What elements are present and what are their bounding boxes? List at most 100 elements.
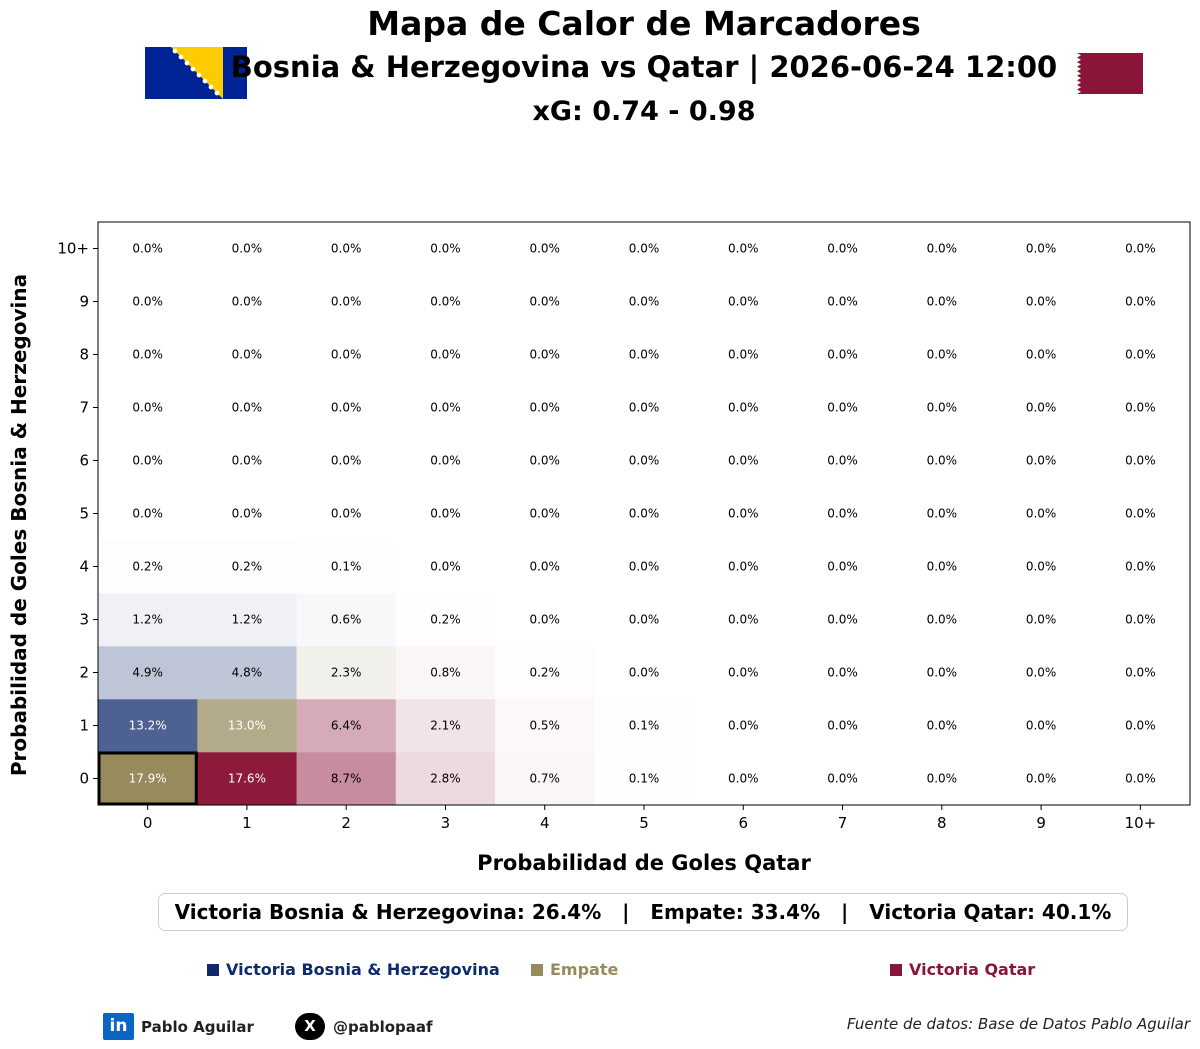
heatmap-cell — [98, 222, 198, 276]
heatmap-cell-label: 0.0% — [430, 454, 461, 468]
heatmap-cell-label: 0.0% — [1125, 242, 1156, 256]
x-tick-label: 4 — [540, 814, 550, 832]
heatmap-cell — [395, 487, 496, 541]
x-axis-label: Probabilidad de Goles Qatar — [477, 851, 811, 875]
heatmap-cell — [1090, 593, 1191, 647]
heatmap-cell-label: 0.0% — [331, 507, 362, 521]
heatmap-cell-label: 0.0% — [827, 772, 858, 786]
heatmap-cell-label: 0.0% — [629, 348, 660, 362]
legend-draw: Empate — [531, 960, 618, 979]
heatmap-cell — [197, 381, 297, 435]
linkedin-icon[interactable]: in — [103, 1013, 134, 1040]
heatmap-cell — [395, 699, 496, 753]
heatmap-cell-label: 0.0% — [728, 401, 759, 415]
heatmap-cell-label: 0.0% — [132, 507, 163, 521]
heatmap-cell-label: 0.0% — [232, 242, 263, 256]
heatmap-cell-label: 0.0% — [827, 454, 858, 468]
heatmap-cell-label: 0.0% — [529, 454, 560, 468]
heatmap-cell — [395, 328, 496, 382]
heatmap-cell-label: 0.0% — [728, 242, 759, 256]
heatmap-cell-label: 0.0% — [430, 507, 461, 521]
heatmap-cell — [991, 646, 1092, 700]
heatmap-cell-label: 0.0% — [1125, 666, 1156, 680]
heatmap-cell-label: 0.0% — [331, 242, 362, 256]
heatmap-cell-label: 0.0% — [927, 719, 958, 733]
heatmap-cell-label: 4.8% — [232, 666, 263, 680]
data-source-note: Fuente de datos: Base de Datos Pablo Agu… — [846, 1015, 1190, 1033]
heatmap-cell — [991, 487, 1092, 541]
heatmap-cell — [395, 275, 496, 329]
y-tick-label: 4 — [79, 558, 89, 576]
x-twitter-icon[interactable]: X — [295, 1013, 325, 1040]
legend-away-swatch — [890, 964, 902, 976]
heatmap-cell-label: 0.0% — [529, 295, 560, 309]
heatmap-cell — [594, 752, 694, 806]
heatmap-cell — [197, 646, 297, 700]
heatmap-cell — [98, 381, 198, 435]
heatmap-cell — [892, 699, 992, 753]
heatmap-cell — [892, 593, 992, 647]
x-tick-label: 3 — [441, 814, 451, 832]
heatmap-cell — [1090, 540, 1191, 594]
heatmap-cell — [197, 434, 297, 488]
heatmap-cell-label: 1.2% — [232, 613, 263, 627]
heatmap-cell-label: 0.0% — [927, 348, 958, 362]
heatmap-cell — [991, 593, 1092, 647]
heatmap-cell-label: 0.0% — [430, 348, 461, 362]
heatmap-cell-label: 0.7% — [529, 772, 560, 786]
heatmap-cell — [594, 593, 694, 647]
heatmap-cell-label: 0.0% — [728, 560, 759, 574]
y-tick-label: 1 — [79, 717, 89, 735]
x-tick-label: 0 — [143, 814, 153, 832]
heatmap-cell — [892, 434, 992, 488]
heatmap-cell-label: 0.0% — [827, 719, 858, 733]
heatmap-cell-label: 17.9% — [129, 772, 167, 786]
heatmap-cell — [197, 593, 297, 647]
heatmap-cell — [1090, 699, 1191, 753]
heatmap-cell — [495, 222, 595, 276]
heatmap-cell-label: 0.0% — [728, 348, 759, 362]
heatmap-cell — [197, 328, 297, 382]
heatmap-cell — [892, 752, 992, 806]
heatmap-cell-label: 0.0% — [1125, 401, 1156, 415]
x-tick-label: 1 — [242, 814, 252, 832]
score-heatmap: 17.9% 17.6% 8.7% 2.8% 0.7% 0.1% 0.0% 0.0% 0.0% 0.… — [57, 221, 1191, 832]
legend-draw-label: Empate — [550, 960, 619, 979]
heatmap-cell — [594, 646, 694, 700]
heatmap-cell — [197, 222, 297, 276]
heatmap-cell — [495, 487, 595, 541]
heatmap-cell — [495, 275, 595, 329]
heatmap-cell — [991, 752, 1092, 806]
heatmap-cell-label: 0.0% — [827, 560, 858, 574]
heatmap-cell — [98, 699, 198, 753]
heatmap-cell-label: 0.0% — [927, 454, 958, 468]
heatmap-cell-label: 0.0% — [629, 295, 660, 309]
heatmap-cell-label: 0.2% — [232, 560, 263, 574]
heatmap-cell — [792, 275, 893, 329]
heatmap-cell — [296, 487, 397, 541]
heatmap-cell — [495, 752, 595, 806]
heatmap-cell-label: 0.0% — [827, 242, 858, 256]
heatmap-cell-label: 0.0% — [1125, 772, 1156, 786]
y-tick-label: 8 — [79, 346, 89, 364]
y-tick-label: 0 — [79, 770, 89, 788]
heatmap-cell — [296, 275, 397, 329]
heatmap-cell-label: 0.0% — [1125, 454, 1156, 468]
heatmap-cell — [594, 222, 694, 276]
y-tick-label: 7 — [79, 399, 89, 417]
x-tick-label: 5 — [639, 814, 649, 832]
heatmap-cell — [693, 646, 794, 700]
heatmap-cell-label: 0.0% — [927, 401, 958, 415]
heatmap-cell — [495, 434, 595, 488]
heatmap-cell — [1090, 328, 1191, 382]
heatmap-cell — [395, 752, 496, 806]
summary-separator: | — [820, 900, 870, 924]
heatmap-cell — [594, 487, 694, 541]
heatmap-cell — [1090, 487, 1191, 541]
heatmap-cell-label: 0.0% — [132, 348, 163, 362]
heatmap-cell — [892, 328, 992, 382]
heatmap-cell — [495, 381, 595, 435]
heatmap-cell — [693, 540, 794, 594]
heatmap-cell-label: 0.1% — [629, 719, 660, 733]
heatmap-cell — [98, 593, 198, 647]
